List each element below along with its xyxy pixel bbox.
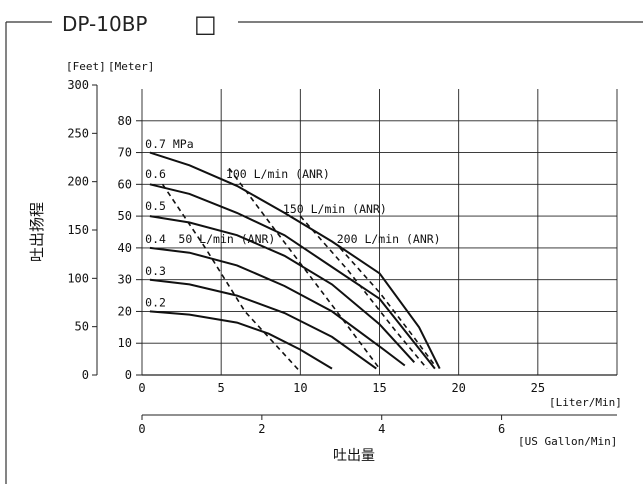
series-line-3 — [149, 246, 406, 367]
y-tick-label-meter: 20 — [118, 304, 132, 318]
series-label-0: 0.7 MPa — [145, 137, 193, 151]
y-tick-label-meter: 80 — [118, 114, 132, 128]
x-tick-label-gallon: 6 — [498, 422, 505, 436]
x-tick-label-gallon: 0 — [138, 422, 145, 436]
x-tick-label-liter: 10 — [293, 381, 307, 395]
x-tick-label-gallon: 4 — [378, 422, 385, 436]
y-tick-label-feet: 200 — [67, 175, 89, 189]
y-tick-label-meter: 30 — [118, 273, 132, 287]
y-tick-label-meter: 70 — [118, 146, 132, 160]
y-tick-label-meter: 60 — [118, 177, 132, 191]
x-tick-label-liter: 15 — [372, 381, 386, 395]
x-tick-label-gallon: 2 — [258, 422, 265, 436]
y-tick-label-feet: 150 — [67, 223, 89, 237]
x-axis-title: 吐出量 — [333, 448, 375, 464]
y-tick-label-feet: 50 — [75, 320, 89, 334]
x-tick-label-liter: 25 — [531, 381, 545, 395]
series-label-5: 0.2 — [145, 296, 166, 310]
series-label-8: 150 L/min (ANR) — [283, 202, 387, 216]
y-axis-title: 吐出扬程 — [28, 202, 46, 262]
series-line-5 — [149, 310, 333, 370]
series-label-3: 0.4 — [145, 232, 166, 246]
series-layer — [149, 151, 441, 373]
series-label-6: 50 L/min (ANR) — [178, 232, 275, 246]
y-tick-label-meter: 50 — [118, 209, 132, 223]
y-unit-feet: [Feet] — [66, 60, 106, 73]
y-tick-label-meter: 10 — [118, 336, 132, 350]
series-label-4: 0.3 — [145, 264, 166, 278]
series-line-1 — [149, 183, 436, 370]
series-label-1: 0.6 — [145, 167, 166, 181]
y-tick-label-feet: 300 — [67, 78, 89, 92]
title-checkbox-glyph: □ — [194, 10, 217, 38]
x-tick-label-liter: 5 — [218, 381, 225, 395]
series-label-9: 200 L/min (ANR) — [337, 232, 441, 246]
series-label-2: 0.5 — [145, 199, 166, 213]
chart-title: DP-10BP — [62, 12, 147, 36]
series-line-0 — [149, 151, 441, 370]
y-tick-label-meter: 0 — [125, 368, 132, 382]
series-line-7 — [228, 167, 381, 370]
series-line-2 — [149, 215, 416, 363]
x-tick-label-liter: 0 — [138, 381, 145, 395]
x-unit-gallon: [US Gallon/Min] — [518, 435, 617, 448]
series-line-6 — [161, 183, 301, 373]
y-tick-label-feet: 0 — [82, 368, 89, 382]
series-line-9 — [339, 247, 436, 366]
series-line-8 — [299, 215, 428, 370]
x-unit-liter: [Liter/Min] — [549, 396, 622, 409]
x-tick-label-liter: 20 — [451, 381, 465, 395]
series-label-7: 100 L/min (ANR) — [226, 167, 330, 181]
series-label-layer: 0.7 MPa 0.6 0.5 0.4 0.3 0.2 50 L/min (ANR) 100 … — [145, 137, 440, 310]
series-line-4 — [149, 278, 377, 370]
y-unit-meter: [Meter] — [108, 60, 154, 73]
y-tick-label-meter: 40 — [118, 241, 132, 255]
y-tick-label-feet: 250 — [67, 126, 89, 140]
y-tick-label-feet: 100 — [67, 271, 89, 285]
